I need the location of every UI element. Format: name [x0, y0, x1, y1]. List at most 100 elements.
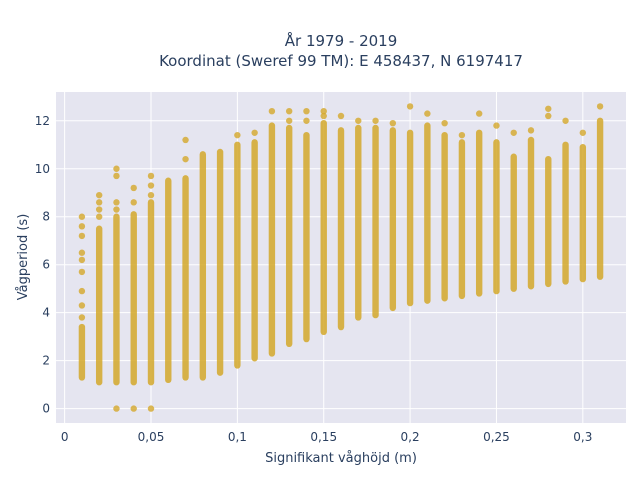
data-point: [95, 213, 103, 220]
x-tick-label: 0,25: [483, 430, 510, 444]
data-point-column: [182, 175, 189, 381]
data-point: [130, 199, 137, 206]
data-point-column: [579, 143, 587, 283]
y-tick-label: 2: [42, 354, 50, 368]
x-axis-title: Signifikant våghöjd (m): [265, 451, 417, 466]
data-point: [355, 117, 362, 124]
data-point: [95, 199, 103, 206]
y-tick-label: 6: [42, 258, 50, 272]
data-point-column: [389, 127, 397, 312]
data-point: [95, 191, 103, 199]
data-point-column: [424, 122, 431, 304]
data-point-column: [95, 225, 103, 386]
x-tick-label: 0,2: [401, 430, 420, 444]
data-point-column: [199, 151, 207, 381]
data-point-column: [372, 124, 379, 319]
data-point: [320, 112, 327, 120]
data-point: [78, 287, 86, 295]
data-point: [147, 182, 155, 189]
data-point-column: [303, 131, 310, 343]
data-point: [113, 405, 120, 412]
data-point-column: [78, 323, 86, 381]
chart-title-line-1: År 1979 - 2019: [285, 31, 398, 50]
data-point-column: [596, 117, 604, 280]
data-point: [493, 122, 500, 129]
data-point-column: [268, 122, 276, 357]
data-point: [78, 249, 86, 256]
y-tick-label: 4: [42, 306, 50, 320]
data-point: [268, 107, 276, 115]
data-point: [475, 110, 483, 117]
data-point: [78, 268, 86, 276]
data-point: [510, 129, 517, 136]
data-point-column: [285, 124, 293, 348]
data-point: [424, 110, 431, 117]
data-point: [285, 117, 293, 124]
data-point: [147, 405, 155, 412]
data-point-column: [113, 213, 120, 386]
data-point-column: [130, 211, 137, 386]
data-point: [78, 213, 86, 220]
data-point: [285, 107, 293, 115]
data-point: [147, 172, 155, 180]
data-point: [182, 136, 189, 144]
data-point: [130, 405, 137, 412]
data-point: [545, 112, 552, 120]
data-point-column: [234, 141, 241, 369]
data-point: [303, 117, 310, 124]
data-point: [596, 103, 604, 110]
data-point-column: [527, 136, 535, 290]
y-tick-label: 10: [35, 162, 50, 176]
data-point-column: [216, 148, 224, 376]
data-point: [251, 129, 258, 136]
data-point: [78, 302, 86, 309]
data-point-column: [147, 199, 155, 386]
data-point: [562, 117, 569, 124]
data-point: [337, 112, 345, 120]
data-point-column: [475, 129, 483, 297]
data-point: [372, 117, 379, 124]
data-point: [78, 232, 86, 240]
x-tick-label: 0,1: [228, 430, 247, 444]
data-points: [78, 103, 604, 412]
data-point: [527, 127, 535, 134]
data-point: [458, 131, 466, 139]
data-point-column: [545, 155, 552, 288]
y-tick-label: 8: [42, 210, 50, 224]
data-point-column: [406, 129, 414, 307]
data-point: [78, 314, 86, 321]
data-point: [78, 256, 86, 264]
y-tick-label: 12: [35, 114, 50, 128]
x-tick-label: 0,3: [573, 430, 592, 444]
chart-title-line-2: Koordinat (Sweref 99 TM): E 458437, N 61…: [159, 52, 523, 70]
data-point-column: [337, 127, 345, 331]
data-point-column: [251, 139, 258, 362]
x-tick-label: 0,05: [138, 430, 165, 444]
data-point: [441, 119, 448, 127]
y-tick-labels: 0 2 4 6 8 10 12: [35, 114, 50, 416]
data-point: [147, 191, 155, 199]
x-tick-labels: 0 0,05 0,1 0,15 0,2 0,25 0,3: [61, 430, 593, 444]
data-point-column: [441, 131, 448, 302]
data-point: [130, 184, 137, 192]
y-axis-title: Vågperiod (s): [16, 214, 31, 301]
data-point-column: [458, 139, 466, 300]
data-point: [545, 105, 552, 112]
data-point-column: [493, 139, 500, 295]
data-point: [113, 172, 120, 180]
data-point-column: [562, 141, 569, 285]
data-point: [389, 119, 397, 127]
data-point: [113, 165, 120, 172]
data-point: [182, 155, 189, 163]
data-point: [234, 131, 241, 139]
data-point: [406, 103, 414, 110]
data-point-column: [320, 119, 327, 336]
data-point-column: [355, 124, 362, 321]
data-point: [303, 107, 310, 115]
data-point-column: [165, 177, 172, 384]
data-point: [579, 129, 587, 136]
data-point: [320, 107, 327, 115]
x-tick-label: 0: [61, 430, 69, 444]
data-point: [95, 206, 103, 213]
